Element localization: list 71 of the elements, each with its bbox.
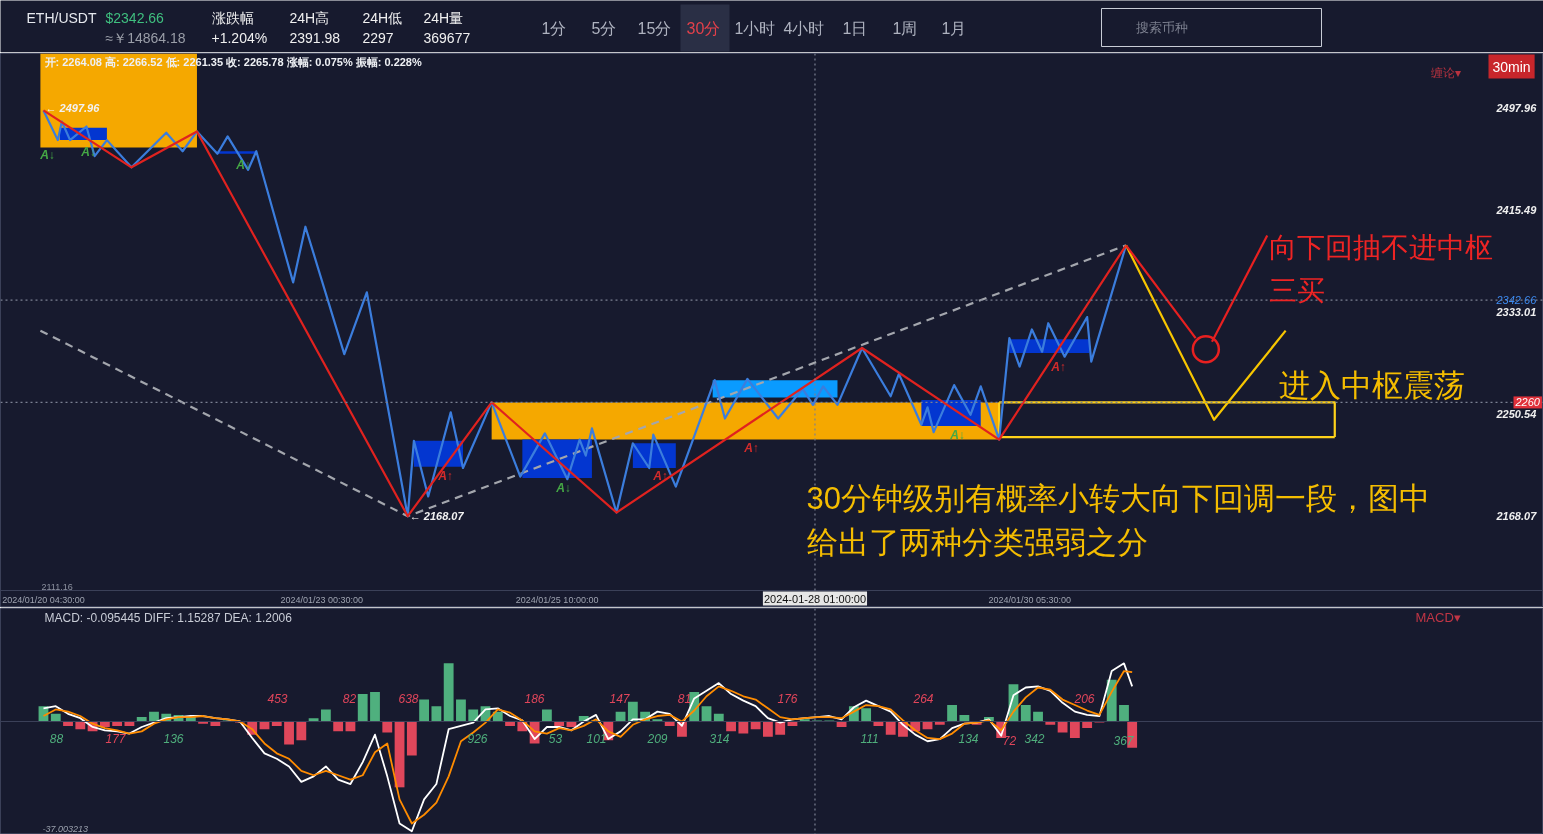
text: ETH/USDT bbox=[26, 9, 97, 26]
text: +1.204% bbox=[211, 29, 268, 46]
text: 搜索币种 bbox=[1135, 20, 1188, 35]
annotation: 30min bbox=[1492, 58, 1531, 75]
annotation: 30分钟级别有概率小转大向下回调一段，图中给出了两种分类强弱之分 bbox=[806, 480, 1430, 560]
annotation: -37.003213 bbox=[42, 823, 89, 834]
text: 24H高 bbox=[289, 9, 330, 26]
text: 4小时 bbox=[783, 20, 825, 37]
annotation: 314 bbox=[709, 732, 730, 746]
ref-line-label: 2024-01-28 01:00:00 bbox=[763, 592, 867, 605]
y-tick-label: 2250.54 bbox=[1495, 408, 1537, 421]
annotation: 209 bbox=[646, 732, 668, 746]
text: 30分 bbox=[686, 20, 721, 37]
annotation: 136 bbox=[163, 732, 184, 746]
text: 1月 bbox=[941, 20, 967, 37]
chart-title: MACD: -0.095445 DIFF: 1.15287 DEA: 1.2006 bbox=[44, 610, 293, 625]
annotation: 111 bbox=[860, 732, 879, 746]
annotation: 186 bbox=[524, 692, 545, 706]
y-tick-label: 2497.96 bbox=[1495, 101, 1538, 114]
ref-line-label: 2260 bbox=[1514, 396, 1541, 409]
text: MACD▾ bbox=[1415, 610, 1461, 625]
annotation: 176 bbox=[777, 692, 798, 706]
text: 5分 bbox=[591, 20, 617, 37]
annotation: 926 bbox=[467, 732, 488, 746]
annotation: 88 bbox=[49, 732, 64, 746]
annotation: A↑ bbox=[652, 468, 668, 483]
text: 1分 bbox=[541, 20, 567, 37]
annotation: 206 bbox=[1073, 692, 1095, 706]
annotation: 进入中枢震荡 bbox=[1278, 367, 1465, 403]
annotation: ← 2168.07 bbox=[409, 510, 465, 523]
y-tick-label: 2333.01 bbox=[1495, 306, 1537, 319]
text: 1小时 bbox=[734, 20, 776, 37]
y-tick-label: 2168.07 bbox=[1495, 510, 1538, 523]
annotation: A↑ bbox=[437, 468, 453, 483]
annotation: A↓ bbox=[555, 480, 571, 495]
annotation: 342 bbox=[1024, 732, 1045, 746]
text: 1日 bbox=[842, 20, 868, 37]
text: 15分 bbox=[637, 20, 672, 37]
text: 涨跌幅 bbox=[211, 9, 254, 26]
text: 369677 bbox=[423, 29, 471, 46]
ref-line-label: 2342.66 bbox=[1495, 294, 1538, 307]
annotation: 53 bbox=[548, 732, 563, 746]
text: 2391.98 bbox=[289, 29, 341, 46]
annotation: 147 bbox=[609, 692, 631, 706]
annotation: 453 bbox=[267, 692, 288, 706]
annotation: A↑ bbox=[743, 440, 759, 455]
annotation: 向下回抽不进中枢三买 bbox=[1268, 231, 1493, 306]
annotation: 2111.16 bbox=[41, 581, 73, 592]
annotation: 81 bbox=[677, 692, 692, 706]
annotation: 264 bbox=[912, 692, 934, 706]
text: 1周 bbox=[892, 20, 918, 37]
text: $2342.66 bbox=[105, 9, 165, 26]
annotation: A↑ bbox=[1050, 359, 1066, 374]
annotation: 82 bbox=[342, 692, 357, 706]
annotation: 638 bbox=[398, 692, 419, 706]
annotation: A↓ bbox=[949, 427, 965, 442]
annotation: A↓ bbox=[39, 147, 55, 162]
text: ≈￥14864.18 bbox=[105, 29, 186, 46]
x-tick-label: 2024/01/25 10:00:00 bbox=[515, 594, 599, 605]
y-tick-label: 2415.49 bbox=[1495, 204, 1538, 217]
x-tick-label: 2024/01/30 05:30:00 bbox=[988, 594, 1072, 605]
x-tick-label: 2024/01/20 04:30:00 bbox=[2, 594, 85, 605]
annotation: 缠论▾ bbox=[1430, 65, 1461, 80]
text: 24H低 bbox=[362, 9, 403, 26]
text: 2297 bbox=[362, 29, 394, 46]
annotation: 101 bbox=[586, 732, 607, 746]
annotation: 177 bbox=[105, 732, 127, 746]
annotation: 134 bbox=[958, 732, 979, 746]
x-tick-label: 2024/01/23 00:30:00 bbox=[280, 594, 364, 605]
annotation: ← 2497.96 bbox=[45, 101, 101, 114]
text: 24H量 bbox=[423, 9, 464, 26]
